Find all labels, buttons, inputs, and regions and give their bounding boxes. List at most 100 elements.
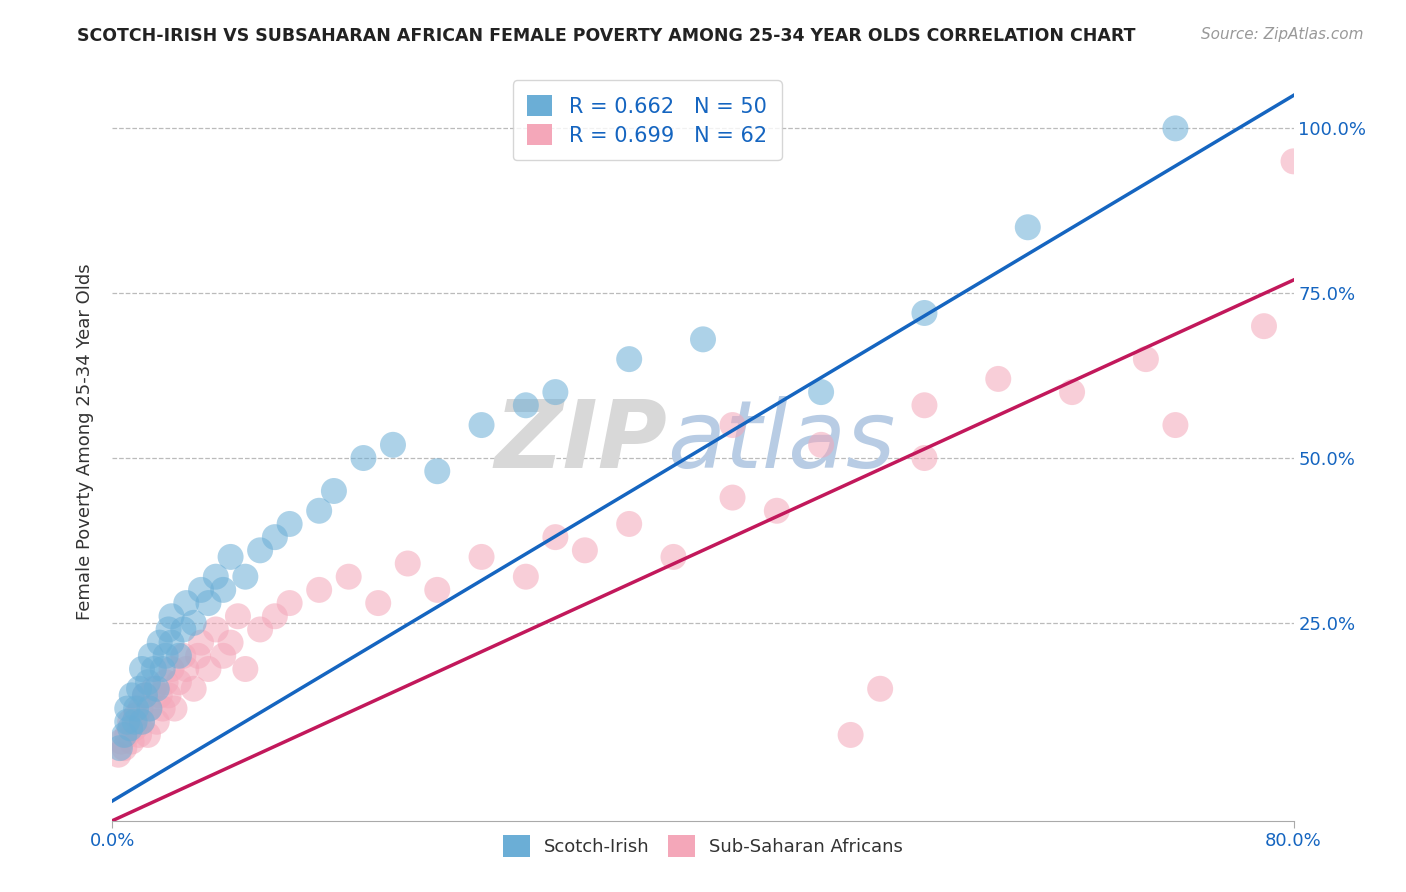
Point <box>197 662 219 676</box>
Point <box>187 648 209 663</box>
Point <box>914 450 936 465</box>
Point <box>131 714 153 729</box>
Point <box>219 635 242 649</box>
Point <box>110 734 132 748</box>
Point <box>190 582 212 597</box>
Point <box>470 549 494 564</box>
Point <box>138 701 160 715</box>
Point <box>149 635 172 649</box>
Text: SCOTCH-IRISH VS SUBSAHARAN AFRICAN FEMALE POVERTY AMONG 25-34 YEAR OLDS CORRELAT: SCOTCH-IRISH VS SUBSAHARAN AFRICAN FEMAL… <box>77 27 1136 45</box>
Point <box>396 557 419 571</box>
Point <box>128 728 150 742</box>
Point <box>124 722 146 736</box>
Point <box>619 516 641 531</box>
Point <box>112 728 135 742</box>
Point <box>167 648 190 663</box>
Point <box>172 648 194 663</box>
Point <box>1135 352 1157 367</box>
Point <box>125 701 148 715</box>
Point <box>337 570 360 584</box>
Point <box>121 689 143 703</box>
Point <box>574 543 596 558</box>
Point <box>987 372 1010 386</box>
Point <box>136 728 159 742</box>
Point <box>136 675 159 690</box>
Point <box>142 662 165 676</box>
Point <box>839 728 862 742</box>
Point <box>1017 220 1039 235</box>
Point <box>174 662 197 676</box>
Point <box>138 701 160 715</box>
Point <box>108 741 131 756</box>
Point <box>721 418 744 433</box>
Point <box>278 596 301 610</box>
Point <box>117 701 138 715</box>
Point <box>382 438 405 452</box>
Point <box>278 516 301 531</box>
Point <box>249 623 271 637</box>
Point <box>190 635 212 649</box>
Point <box>142 681 165 696</box>
Point <box>1164 418 1187 433</box>
Point <box>197 596 219 610</box>
Point <box>112 741 135 756</box>
Point <box>160 635 183 649</box>
Point <box>167 675 190 690</box>
Point <box>226 609 249 624</box>
Point <box>152 701 174 715</box>
Point <box>131 662 153 676</box>
Text: ZIP: ZIP <box>495 395 668 488</box>
Point <box>134 689 156 703</box>
Point <box>233 662 256 676</box>
Point <box>810 438 832 452</box>
Point <box>160 662 183 676</box>
Point <box>766 504 789 518</box>
Point <box>163 701 186 715</box>
Point <box>205 623 228 637</box>
Point <box>149 689 172 703</box>
Point <box>869 681 891 696</box>
Point <box>107 747 129 762</box>
Point <box>367 596 389 610</box>
Y-axis label: Female Poverty Among 25-34 Year Olds: Female Poverty Among 25-34 Year Olds <box>76 263 94 620</box>
Point <box>125 708 148 723</box>
Point <box>1253 319 1275 334</box>
Point <box>352 450 374 465</box>
Point <box>212 582 235 597</box>
Point <box>219 549 242 564</box>
Point <box>470 418 494 433</box>
Point <box>544 530 567 544</box>
Point <box>264 530 287 544</box>
Point <box>721 491 744 505</box>
Point <box>212 648 235 663</box>
Point <box>619 352 641 367</box>
Point <box>157 623 180 637</box>
Point <box>129 701 152 715</box>
Point <box>249 543 271 558</box>
Point <box>172 623 194 637</box>
Text: atlas: atlas <box>668 396 896 487</box>
Point <box>544 385 567 400</box>
Point <box>131 714 153 729</box>
Point <box>308 582 330 597</box>
Point <box>157 689 180 703</box>
Point <box>692 332 714 346</box>
Point <box>160 609 183 624</box>
Point <box>233 570 256 584</box>
Point <box>1062 385 1084 400</box>
Point <box>515 570 537 584</box>
Point <box>117 714 138 729</box>
Point <box>174 596 197 610</box>
Point <box>121 734 143 748</box>
Point <box>183 681 205 696</box>
Point <box>139 648 162 663</box>
Point <box>128 681 150 696</box>
Point <box>810 385 832 400</box>
Point <box>120 714 142 729</box>
Point <box>515 398 537 412</box>
Point <box>120 722 142 736</box>
Point <box>155 675 177 690</box>
Point <box>426 582 449 597</box>
Point <box>117 728 138 742</box>
Point <box>323 483 346 498</box>
